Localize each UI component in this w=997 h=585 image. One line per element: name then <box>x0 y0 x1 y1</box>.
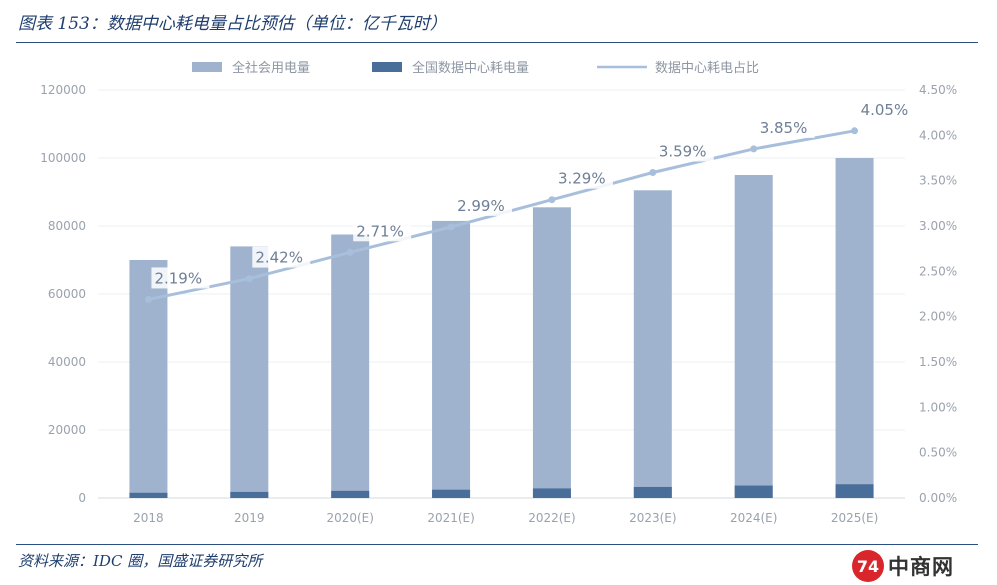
bar-datacenter-electricity <box>532 488 571 498</box>
data-label: 3.85% <box>760 119 808 137</box>
y2-tick-label: 2.00% <box>919 310 957 324</box>
x-tick-label: 2018 <box>133 511 164 525</box>
bar-total-electricity <box>633 190 672 499</box>
line-point <box>346 248 354 256</box>
y-tick-label: 20000 <box>48 423 86 437</box>
x-tick-label: 2024(E) <box>730 511 777 525</box>
logo-text: 中商网 <box>888 555 954 579</box>
bar-total-electricity <box>734 175 773 498</box>
line-point <box>144 295 152 303</box>
data-label: 3.29% <box>558 170 606 188</box>
bar-datacenter-electricity <box>230 491 269 498</box>
x-tick-label: 2019 <box>234 511 265 525</box>
legend-label-share: 数据中心耗电占比 <box>655 61 759 76</box>
line-point <box>851 127 859 135</box>
data-label: 3.59% <box>659 143 707 161</box>
y2-tick-label: 4.50% <box>919 83 957 97</box>
bar-datacenter-electricity <box>734 485 773 498</box>
chart-title: 图表 153：数据中心耗电量占比预估（单位：亿千瓦时） <box>18 14 447 34</box>
y2-tick-label: 3.00% <box>919 219 957 233</box>
data-label-box <box>252 246 311 268</box>
data-label-box <box>756 116 815 138</box>
bar-total-electricity <box>230 246 269 498</box>
data-label-box <box>151 267 210 289</box>
y2-tick-label: 1.50% <box>919 355 957 369</box>
legend-swatch-total <box>192 62 222 72</box>
y-tick-label: 60000 <box>48 287 86 301</box>
x-tick-label: 2020(E) <box>326 511 373 525</box>
data-label-box <box>554 167 613 189</box>
bar-total-electricity <box>331 234 370 498</box>
logo-mark-icon: 74 <box>852 550 884 582</box>
y-tick-label: 80000 <box>48 219 86 233</box>
line-point <box>245 275 253 283</box>
site-logo: 74 中商网 <box>852 549 954 583</box>
bar-datacenter-electricity <box>432 489 471 498</box>
chart-area: 0 20000 40000 60000 80000 100000 120000 0.00% 0.… <box>40 60 957 525</box>
data-label: 2.42% <box>255 249 303 267</box>
y-tick-label: 100000 <box>40 151 86 165</box>
y-tick-label: 40000 <box>48 355 86 369</box>
legend-label-total: 全社会用电量 <box>232 60 310 76</box>
y-tick-label: 0 <box>78 491 86 505</box>
x-tick-label: 2023(E) <box>629 511 676 525</box>
bar-total-electricity <box>532 207 571 499</box>
data-label-box <box>655 140 714 162</box>
y2-tick-label: 2.50% <box>919 264 957 278</box>
bar-datacenter-electricity <box>331 490 370 498</box>
bar-datacenter-electricity <box>633 486 672 498</box>
line-point <box>447 223 455 231</box>
y-tick-label: 120000 <box>40 83 86 97</box>
data-label: 2.71% <box>356 222 404 240</box>
legend-swatch-datacenter <box>372 62 402 72</box>
footer-divider <box>16 544 978 545</box>
y2-tick-label: 4.00% <box>919 128 957 142</box>
title-divider <box>16 42 978 43</box>
x-tick-label: 2022(E) <box>528 511 575 525</box>
data-label: 2.99% <box>457 197 505 215</box>
line-point <box>750 145 758 153</box>
bar-total-electricity <box>835 158 874 498</box>
data-label-box <box>857 98 916 120</box>
y2-tick-label: 0.50% <box>919 446 957 460</box>
line-point <box>548 196 556 204</box>
line-point <box>649 169 657 177</box>
y2-tick-label: 3.50% <box>919 174 957 188</box>
data-label: 4.05% <box>861 101 909 119</box>
data-label: 2.19% <box>154 269 202 287</box>
source-note: 资料来源：IDC 圈，国盛证券研究所 <box>18 552 263 570</box>
y2-tick-label: 0.00% <box>919 491 957 505</box>
x-tick-label: 2021(E) <box>427 511 474 525</box>
legend-label-datacenter: 全国数据中心耗电量 <box>412 60 529 76</box>
x-tick-label: 2025(E) <box>831 511 878 525</box>
bar-datacenter-electricity <box>835 484 874 498</box>
data-label-box <box>353 220 412 242</box>
y2-tick-label: 1.00% <box>919 400 957 414</box>
bar-datacenter-electricity <box>129 492 168 498</box>
data-label-box <box>454 194 513 216</box>
bar-total-electricity <box>432 220 471 498</box>
